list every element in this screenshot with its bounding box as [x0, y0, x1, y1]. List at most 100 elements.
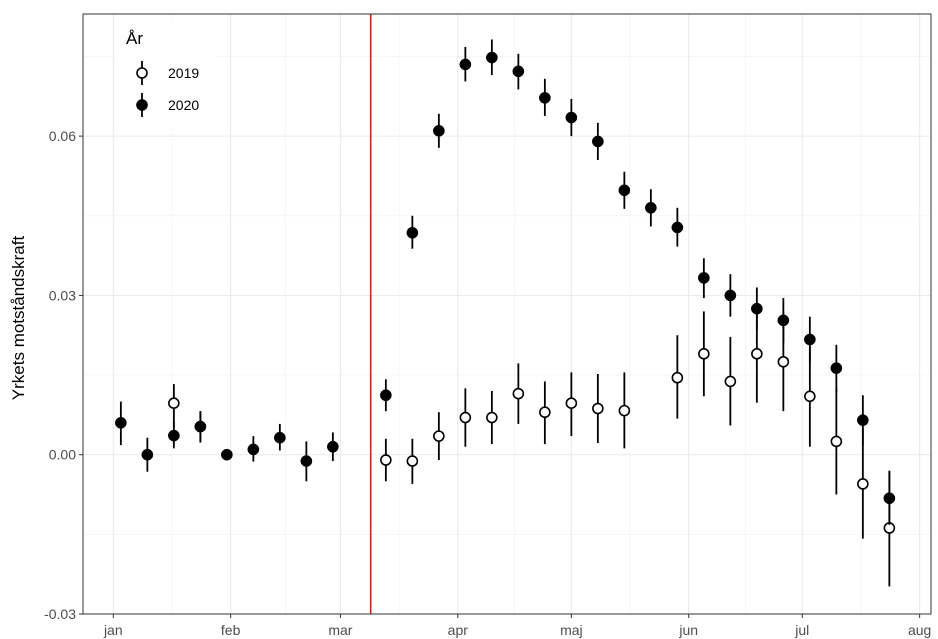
- legend-label: 2019: [168, 65, 199, 81]
- data-point-2019: [618, 372, 631, 449]
- x-tick-label: maj: [560, 622, 583, 638]
- data-point-2020: [300, 441, 313, 482]
- point-marker: [221, 448, 233, 461]
- legend-marker: [136, 67, 148, 79]
- x-axis: jan feb mar apr maj jun jul aug: [103, 614, 931, 638]
- legend-label: 2020: [168, 97, 199, 113]
- point-marker: [168, 397, 180, 410]
- point-marker: [115, 416, 127, 429]
- data-point-2020: [539, 78, 551, 116]
- x-tick-label: jul: [794, 622, 809, 638]
- data-point-2020: [724, 274, 737, 317]
- data-point-2020: [247, 436, 260, 462]
- point-marker: [724, 289, 737, 302]
- data-point-2019: [539, 381, 551, 445]
- data-point-2020: [857, 395, 869, 446]
- point-marker: [194, 420, 207, 433]
- point-marker: [512, 387, 525, 400]
- point-marker: [274, 431, 286, 444]
- point-marker: [777, 355, 790, 368]
- point-marker: [565, 111, 578, 124]
- point-marker: [380, 454, 392, 466]
- point-marker: [698, 272, 710, 284]
- point-marker: [380, 389, 392, 402]
- data-point-2019: [380, 438, 392, 482]
- point-marker: [168, 429, 180, 442]
- point-marker: [592, 135, 604, 148]
- legend-marker: [136, 99, 148, 111]
- data-point-2019: [565, 372, 578, 437]
- point-marker: [300, 455, 313, 467]
- x-tick-label: aug: [908, 622, 931, 638]
- point-marker: [406, 226, 419, 239]
- data-point-2019: [486, 390, 498, 445]
- legend: År 2019 2020: [115, 20, 215, 128]
- y-axis-title: Yrkets motståndskraft: [9, 236, 28, 401]
- point-marker: [724, 375, 737, 388]
- data-point-2019: [406, 438, 419, 484]
- data-point-2020: [459, 46, 472, 82]
- data-point-2020: [380, 379, 392, 412]
- x-tick-label: apr: [448, 622, 469, 638]
- data-point-2020: [565, 98, 578, 137]
- data-point-2020: [751, 287, 763, 330]
- point-marker: [830, 435, 843, 448]
- data-point-2020: [698, 258, 710, 299]
- x-tick-label: feb: [221, 622, 241, 638]
- x-tick-label: jan: [103, 622, 123, 638]
- point-marker: [698, 348, 710, 360]
- y-axis: -0.03 0.00 0.03 0.06: [44, 128, 83, 622]
- point-marker: [671, 371, 684, 384]
- point-marker: [486, 51, 498, 64]
- data-point-2019: [830, 388, 843, 495]
- point-marker: [857, 414, 869, 427]
- legend-title: År: [126, 29, 143, 48]
- data-point-2020: [645, 189, 657, 227]
- data-point-2019: [671, 335, 684, 419]
- plot-border: [82, 13, 932, 615]
- legend-entries: 2019 2020: [136, 61, 199, 117]
- data-point-2020: [671, 207, 684, 247]
- data-point-2019: [168, 384, 180, 427]
- point-marker: [883, 492, 896, 505]
- data-point-2019: [698, 311, 710, 397]
- point-marker: [565, 397, 578, 410]
- data-point-2019: [724, 336, 737, 426]
- data-point-2020: [883, 471, 896, 525]
- data-point-2020: [406, 215, 419, 249]
- point-marker: [433, 124, 445, 137]
- data-point-2020: [618, 171, 631, 209]
- point-marker: [459, 411, 472, 424]
- data-point-2020: [115, 401, 127, 446]
- point-marker: [459, 58, 472, 71]
- point-marker: [804, 390, 816, 403]
- data-point-2020: [168, 421, 180, 449]
- point-marker: [327, 440, 339, 453]
- data-point-2020: [194, 411, 207, 443]
- grid: [83, 14, 931, 615]
- data-point-2020: [433, 113, 445, 148]
- data-point-2020: [486, 39, 498, 76]
- legend-entry: 2020: [136, 93, 199, 117]
- point-marker: [857, 478, 869, 490]
- y-tick-label: -0.03: [44, 606, 76, 622]
- point-marker: [618, 184, 631, 197]
- legend-background: [115, 20, 215, 128]
- x-tick-label: mar: [328, 622, 352, 638]
- data-point-2020: [274, 423, 286, 451]
- y-tick-label: 0.00: [49, 447, 76, 463]
- y-tick-label: 0.06: [49, 128, 76, 144]
- point-marker: [671, 221, 684, 234]
- point-marker: [777, 314, 790, 327]
- point-marker: [645, 201, 657, 214]
- point-marker: [141, 448, 154, 461]
- y-tick-label: 0.03: [49, 287, 76, 303]
- point-marker: [247, 443, 260, 456]
- data-point-2020: [141, 437, 154, 472]
- data-point-2020: [830, 344, 843, 393]
- data-point-2019: [592, 374, 604, 444]
- legend-entry: 2019: [136, 61, 199, 85]
- point-marker: [751, 348, 763, 360]
- point-marker: [512, 65, 525, 78]
